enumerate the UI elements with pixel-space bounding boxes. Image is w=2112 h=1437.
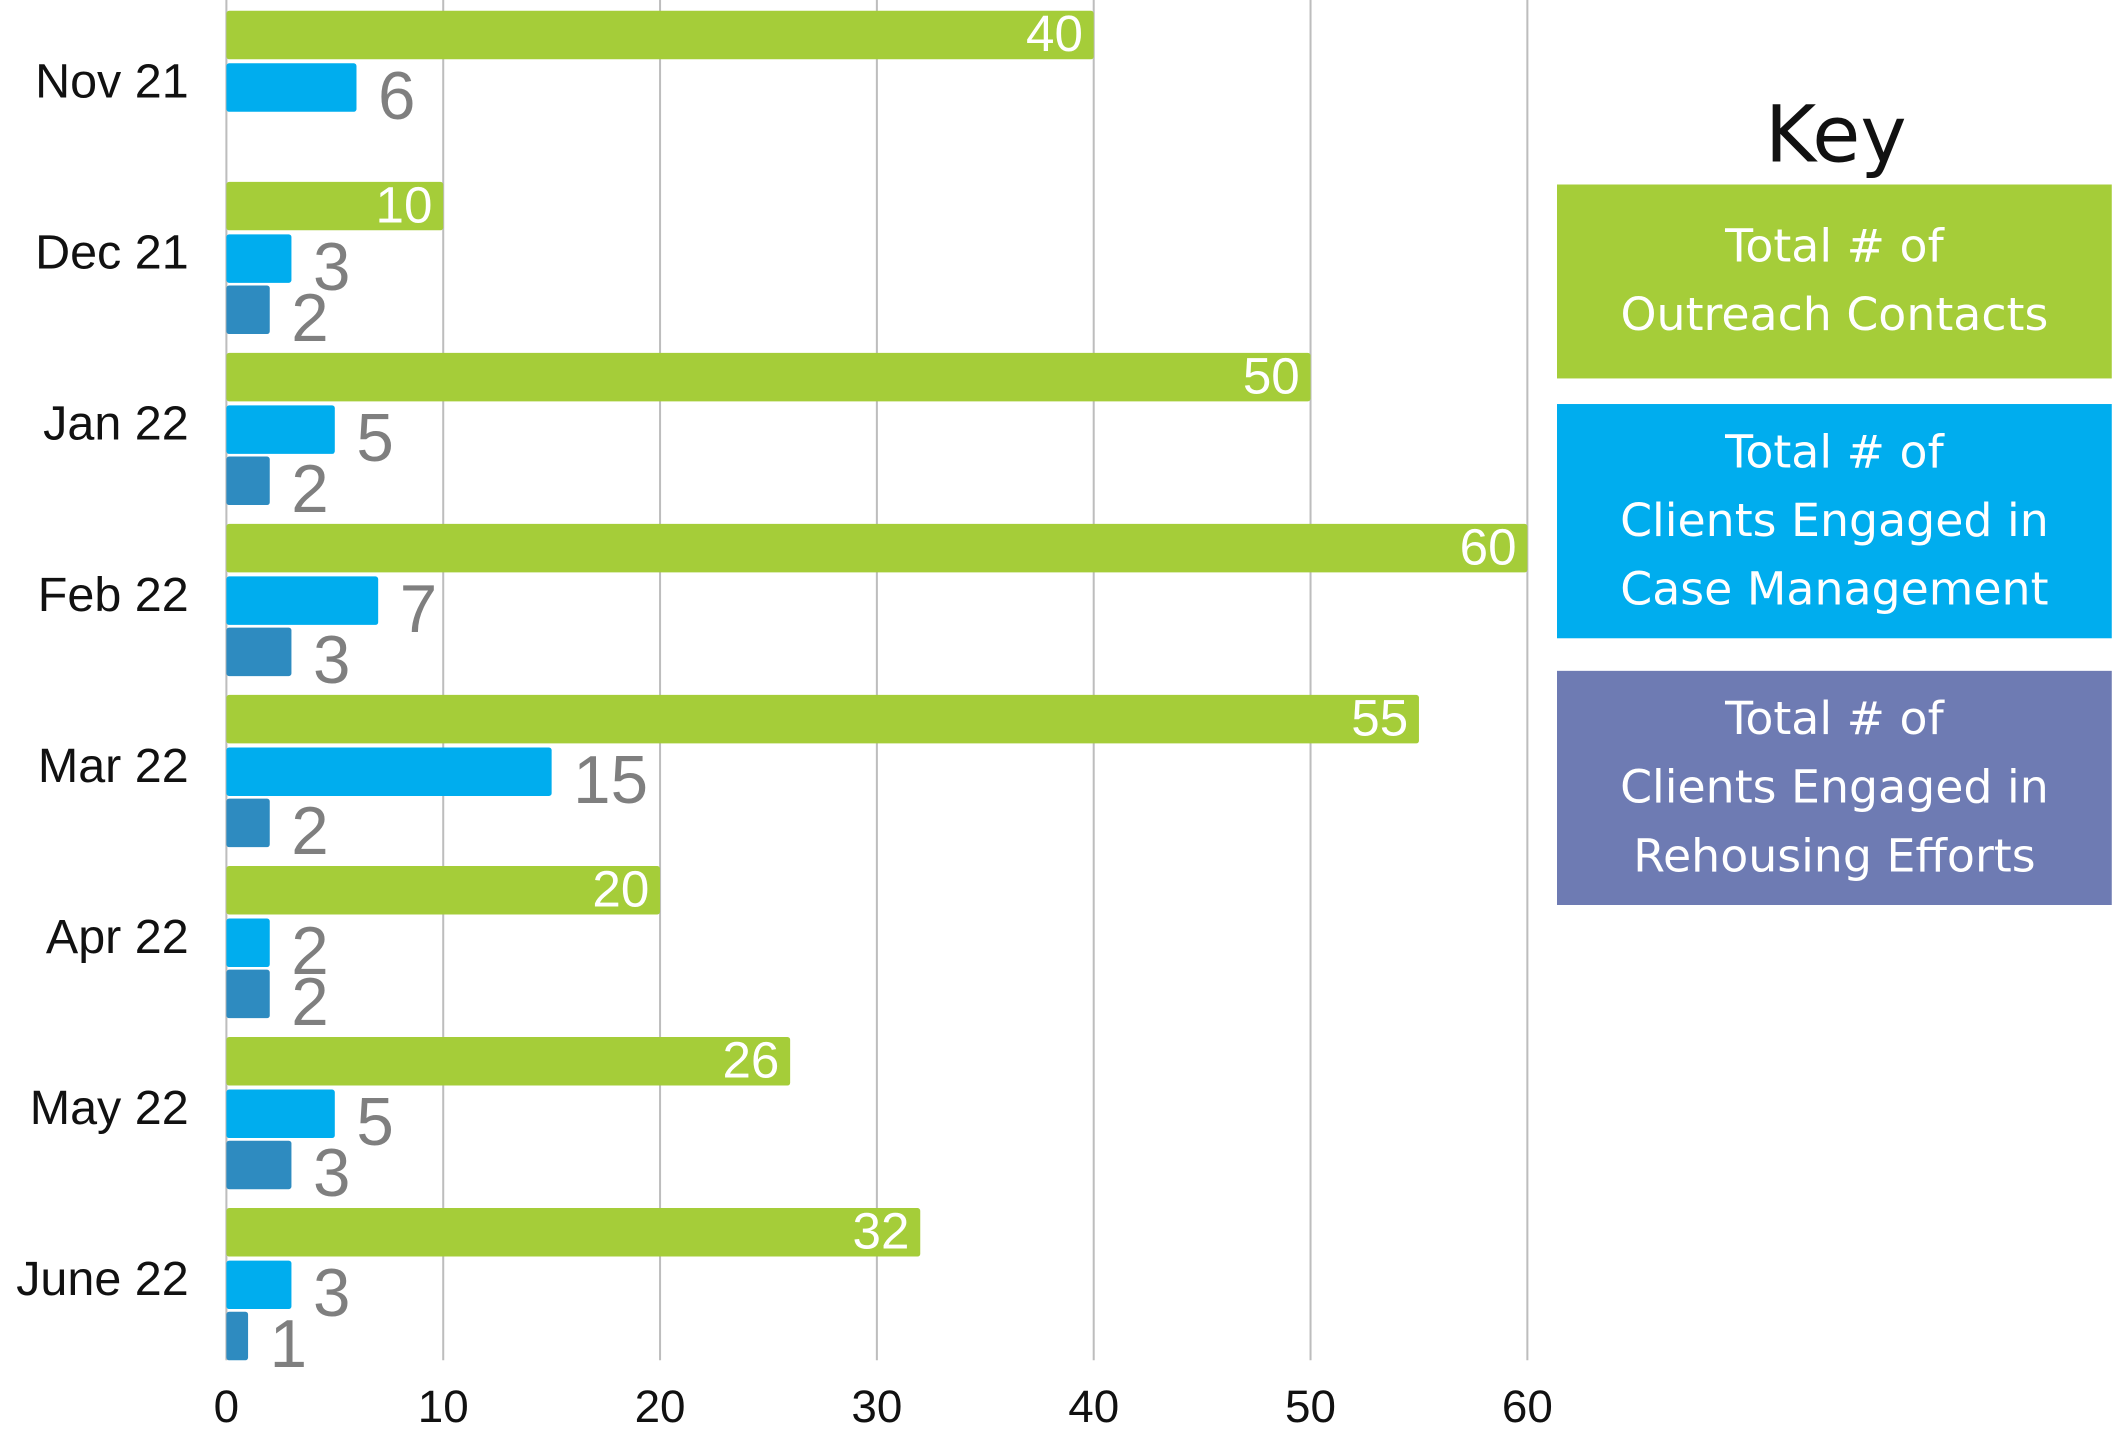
bar: [226, 63, 357, 112]
x-tick-label: 20: [635, 1381, 686, 1432]
y-tick-label: Jan 22: [43, 397, 189, 451]
value-label: 7: [400, 572, 437, 647]
bar: [226, 523, 1528, 573]
value-label: 2: [291, 281, 328, 356]
bar: [226, 1037, 791, 1086]
x-tick-label: 60: [1502, 1381, 1553, 1432]
value-label: 3: [313, 623, 350, 698]
x-tick-label: 30: [851, 1381, 902, 1432]
bar: [226, 747, 552, 796]
value-label: 5: [356, 1085, 393, 1160]
bar: [226, 627, 292, 677]
bar: [226, 1260, 292, 1310]
bar: [226, 181, 444, 231]
y-tick-label: Dec 21: [35, 226, 189, 280]
value-label: 40: [1026, 5, 1083, 62]
bar: [226, 865, 661, 915]
bar: [226, 405, 335, 454]
legend-label: Total # of Clients Engaged in Case Manag…: [1556, 404, 2112, 639]
x-tick-label: 40: [1068, 1381, 1119, 1432]
bar: [226, 918, 270, 967]
y-tick-label: June 22: [16, 1252, 188, 1306]
x-tick-label: 0: [214, 1381, 239, 1432]
bar: [226, 352, 1311, 402]
bar: [226, 1208, 921, 1257]
value-label: 20: [592, 860, 649, 917]
y-tick-label: Nov 21: [35, 55, 189, 109]
y-tick-label: Feb 22: [38, 568, 189, 622]
value-label: 5: [356, 401, 393, 476]
value-label: 2: [291, 914, 328, 989]
bar: [226, 1311, 249, 1361]
value-label: 32: [853, 1203, 910, 1260]
bar: [226, 1140, 292, 1190]
value-label: 15: [573, 743, 648, 818]
bar: [226, 694, 1419, 744]
bar: [226, 576, 379, 625]
bar: [226, 285, 270, 334]
value-label: 2: [291, 965, 328, 1040]
value-label: 3: [313, 1256, 350, 1331]
bar: [226, 969, 270, 1019]
y-tick-label: Mar 22: [38, 739, 189, 793]
bar: [226, 10, 1094, 60]
value-label: 2: [291, 794, 328, 869]
bar: [226, 798, 270, 848]
bar: [226, 234, 292, 283]
x-tick-label: 50: [1285, 1381, 1336, 1432]
value-label: 26: [722, 1031, 779, 1088]
y-tick-label: May 22: [30, 1081, 189, 1135]
x-tick-label: 10: [418, 1381, 469, 1432]
legend-item: Total # of Clients Engaged in Case Manag…: [1556, 404, 2112, 639]
legend-label: Total # of Outreach Contacts: [1556, 184, 2112, 379]
legend-item: Total # of Clients Engaged in Rehousing …: [1556, 670, 2112, 906]
value-label: 55: [1351, 689, 1408, 746]
value-label: 3: [313, 230, 350, 305]
legend-label: Total # of Clients Engaged in Rehousing …: [1556, 670, 2112, 906]
value-label: 2: [291, 452, 328, 527]
bar: [226, 456, 270, 506]
value-label: 60: [1460, 518, 1517, 575]
bar: [226, 1089, 335, 1139]
value-label: 6: [378, 59, 415, 134]
legend-title: Key: [1765, 90, 1907, 181]
legend-item: Total # of Outreach Contacts: [1556, 184, 2112, 379]
value-label: 10: [376, 176, 433, 233]
value-label: 50: [1243, 347, 1300, 404]
value-label: 3: [313, 1136, 350, 1211]
value-label: 1: [270, 1307, 307, 1382]
y-tick-label: Apr 22: [46, 910, 189, 964]
